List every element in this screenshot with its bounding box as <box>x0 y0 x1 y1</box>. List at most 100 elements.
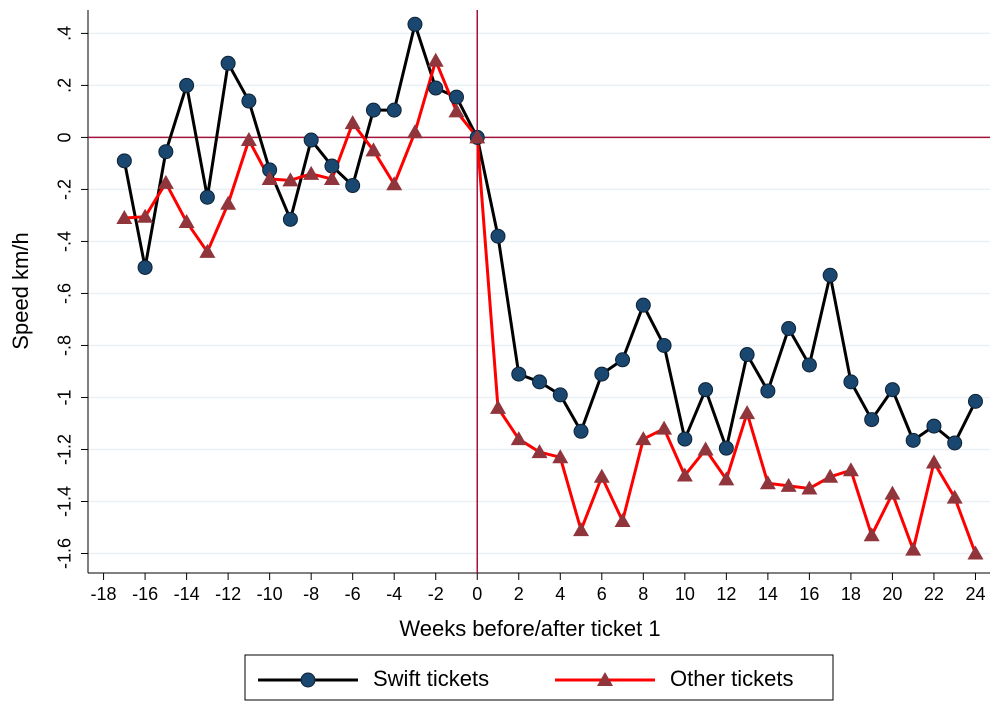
marker <box>199 243 216 258</box>
marker <box>739 347 755 363</box>
x-tick-label: 4 <box>555 584 565 604</box>
marker <box>386 102 402 118</box>
x-tick-label: 6 <box>597 584 607 604</box>
x-tick-label: 2 <box>514 584 524 604</box>
x-tick-label: -12 <box>215 584 241 604</box>
marker <box>345 178 361 194</box>
marker <box>573 522 590 537</box>
marker <box>863 527 880 542</box>
marker <box>781 321 797 337</box>
x-tick-label: 22 <box>924 584 944 604</box>
marker <box>282 211 298 227</box>
marker <box>510 431 527 446</box>
marker <box>905 541 922 556</box>
marker <box>511 366 527 382</box>
marker <box>240 132 257 147</box>
marker <box>635 297 651 313</box>
marker <box>261 171 278 186</box>
y-tick-label: -.4 <box>55 231 75 252</box>
x-tick-label: 18 <box>841 584 861 604</box>
x-tick-label: -14 <box>174 584 200 604</box>
marker <box>864 412 880 428</box>
marker <box>905 432 921 448</box>
marker <box>116 153 132 169</box>
marker <box>801 480 818 495</box>
y-axis-title: Speed km/h <box>8 232 33 349</box>
marker <box>303 165 320 180</box>
marker <box>677 431 693 447</box>
marker <box>967 545 984 560</box>
y-tick-label: -1 <box>55 389 75 405</box>
x-tick-label: 8 <box>638 584 648 604</box>
marker <box>801 357 817 373</box>
marker <box>656 337 672 353</box>
marker <box>946 489 963 504</box>
marker <box>552 449 569 464</box>
y-tick-label: -1.2 <box>55 434 75 465</box>
marker <box>552 387 568 403</box>
marker <box>199 189 215 205</box>
marker <box>407 16 423 32</box>
x-tick-label: 20 <box>882 584 902 604</box>
legend-label: Swift tickets <box>373 666 489 691</box>
marker <box>344 115 361 130</box>
legend-marker <box>300 672 316 688</box>
marker <box>178 213 195 228</box>
marker <box>614 512 631 527</box>
marker <box>884 485 901 500</box>
marker <box>822 267 838 283</box>
x-tick-label: -2 <box>428 584 444 604</box>
marker <box>656 420 673 435</box>
marker <box>448 89 464 105</box>
marker <box>822 468 839 483</box>
marker <box>698 382 714 398</box>
marker <box>780 477 797 492</box>
marker <box>760 383 776 399</box>
y-tick-label: -1.6 <box>55 538 75 569</box>
marker <box>282 172 299 187</box>
legend-marker <box>597 672 613 686</box>
x-tick-label: 10 <box>675 584 695 604</box>
marker <box>137 259 153 275</box>
y-tick-label: -.6 <box>55 283 75 304</box>
marker <box>116 210 133 225</box>
marker <box>323 171 340 186</box>
marker <box>926 418 942 434</box>
marker <box>490 228 506 244</box>
marker <box>531 444 548 459</box>
marker <box>759 475 776 490</box>
marker <box>635 431 652 446</box>
marker <box>448 103 465 118</box>
x-tick-label: 0 <box>472 584 482 604</box>
x-tick-label: -18 <box>91 584 117 604</box>
y-tick-label: -.2 <box>55 179 75 200</box>
marker <box>947 435 963 451</box>
x-tick-label: -6 <box>345 584 361 604</box>
marker <box>427 52 444 67</box>
x-tick-label: -8 <box>303 584 319 604</box>
marker <box>573 423 589 439</box>
x-tick-label: 24 <box>965 584 985 604</box>
y-tick-label: .4 <box>55 26 75 41</box>
marker <box>967 393 983 409</box>
marker <box>842 462 859 477</box>
x-tick-label: -4 <box>386 584 402 604</box>
marker <box>220 55 236 71</box>
marker <box>386 176 403 191</box>
marker <box>718 471 735 486</box>
marker <box>594 366 610 382</box>
marker <box>303 132 319 148</box>
marker <box>925 454 942 469</box>
marker <box>158 144 174 160</box>
x-tick-label: 14 <box>758 584 778 604</box>
x-tick-label: 12 <box>716 584 736 604</box>
marker <box>179 77 195 93</box>
marker <box>157 174 174 189</box>
y-tick-label: 0 <box>55 132 75 142</box>
y-tick-label: -1.4 <box>55 486 75 517</box>
legend-label: Other tickets <box>670 666 793 691</box>
y-tick-label: .2 <box>55 78 75 93</box>
x-tick-label: -16 <box>132 584 158 604</box>
marker <box>490 399 506 414</box>
marker <box>739 405 756 420</box>
